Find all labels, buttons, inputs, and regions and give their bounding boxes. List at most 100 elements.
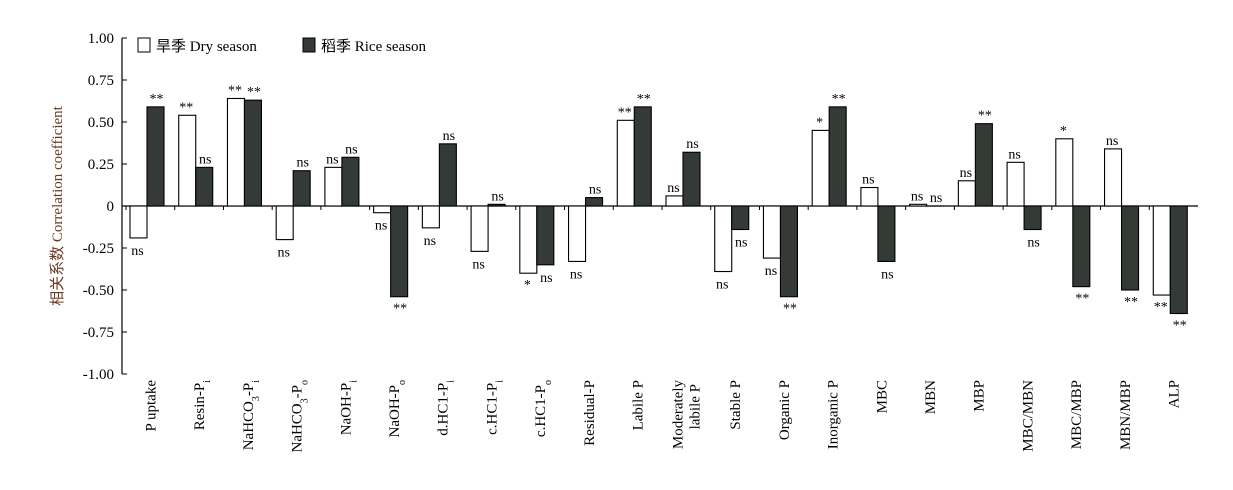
category-main: Residual-P bbox=[582, 380, 598, 446]
significance-label: ns bbox=[1008, 147, 1020, 162]
category-main: MBC bbox=[874, 380, 890, 413]
legend-swatch-rice bbox=[302, 37, 316, 53]
x-category-label: NaOH-Po bbox=[387, 380, 408, 438]
significance-label: ns bbox=[540, 271, 552, 286]
significance-label: ns bbox=[765, 264, 777, 279]
x-category-label: c.HC1-Pi bbox=[484, 380, 505, 435]
y-tick-label: -1.00 bbox=[83, 367, 114, 383]
category-subscript: o bbox=[299, 380, 310, 385]
significance-label: ** bbox=[247, 85, 261, 100]
y-tick-label: 1.00 bbox=[88, 31, 114, 47]
significance-label: ns bbox=[960, 166, 972, 181]
x-category-label: d.HC1-Pi bbox=[436, 380, 457, 436]
significance-label: ** bbox=[393, 302, 407, 317]
legend: 旱季 Dry season 稻季 Rice season bbox=[137, 37, 426, 55]
dry-season-bar bbox=[762, 205, 782, 259]
category-subscript: 3 bbox=[299, 398, 310, 403]
x-category-label-group: MBC/MBP bbox=[1069, 380, 1085, 449]
rice-season-bar bbox=[195, 166, 214, 207]
dry-season-bar bbox=[714, 205, 733, 273]
x-category-label: MBN bbox=[923, 380, 939, 414]
x-category-label-group: MBC bbox=[874, 380, 890, 413]
y-tick-label: -0.50 bbox=[83, 283, 114, 299]
x-category-label: MBC bbox=[874, 380, 890, 413]
significance-label: ns bbox=[375, 219, 387, 234]
rice-season-bar bbox=[828, 106, 847, 207]
rice-season-bar bbox=[536, 205, 555, 266]
x-category-label: Organic P bbox=[777, 380, 793, 440]
x-category-label: c.HC1-Po bbox=[533, 380, 554, 437]
category-subscript: i bbox=[445, 380, 456, 383]
legend-swatch-dry bbox=[137, 37, 151, 53]
category-main: Organic P bbox=[777, 380, 793, 440]
dry-season-bar bbox=[421, 205, 440, 229]
significance-label: ** bbox=[1154, 300, 1168, 315]
dry-season-bar bbox=[616, 119, 635, 207]
dry-season-bar bbox=[373, 205, 392, 214]
significance-label: ** bbox=[228, 83, 242, 98]
category-main: MBP bbox=[972, 380, 988, 412]
x-category-label-group: P uptake bbox=[143, 380, 159, 432]
rice-season-bar bbox=[1072, 205, 1091, 288]
significance-label: * bbox=[524, 278, 531, 293]
x-category-label-group: NaOH-Po bbox=[387, 380, 408, 438]
rice-season-bar bbox=[487, 203, 506, 207]
x-category-label-group: d.HC1-Pi bbox=[436, 380, 457, 436]
significance-label: ns bbox=[131, 244, 143, 259]
significance-label: ns bbox=[491, 189, 503, 204]
category-subscript: i bbox=[202, 380, 213, 383]
category-main: P uptake bbox=[143, 380, 159, 432]
significance-label: ns bbox=[735, 236, 747, 251]
category-main: ALP bbox=[1167, 380, 1183, 408]
category-subscript: 3 bbox=[250, 396, 261, 401]
rice-season-bar bbox=[1023, 205, 1042, 231]
x-category-label-group: NaHCO3-Pi bbox=[241, 380, 262, 451]
significance-label: ** bbox=[1173, 319, 1187, 334]
category-main: NaHCO bbox=[241, 401, 257, 450]
significance-label: ns bbox=[296, 156, 308, 171]
bars bbox=[129, 97, 1188, 315]
significance-label: ** bbox=[783, 302, 797, 317]
significance-label: ns bbox=[570, 267, 582, 282]
rice-season-bar bbox=[584, 197, 604, 207]
x-category-label: MBN/MBP bbox=[1118, 380, 1134, 450]
significance-label: ns bbox=[930, 191, 942, 206]
category-main: NaOH-P bbox=[387, 385, 403, 438]
x-category-label: Resin-Pi bbox=[192, 380, 213, 431]
significance-label: ns bbox=[911, 189, 923, 204]
significance-label: ns bbox=[199, 152, 211, 167]
y-tick-label: 0 bbox=[107, 199, 115, 215]
x-category-label-group: NaHCO3-Po bbox=[290, 380, 311, 453]
significance-label: ns bbox=[424, 234, 436, 249]
x-category-label-group: Organic P bbox=[777, 380, 793, 440]
rice-season-bar bbox=[877, 205, 896, 262]
x-category-label-group: c.HC1-Pi bbox=[484, 380, 505, 435]
x-category-label-group: ALP bbox=[1167, 380, 1183, 408]
dry-season-bar bbox=[226, 97, 246, 207]
rice-season-bar bbox=[731, 205, 750, 231]
rice-season-bar bbox=[682, 151, 701, 207]
significance-label: ** bbox=[1075, 292, 1089, 307]
significance-label: ns bbox=[443, 129, 455, 144]
x-category-label: Inorganic P bbox=[826, 380, 842, 449]
significance-label: ** bbox=[618, 105, 632, 120]
significance-label: ** bbox=[978, 109, 992, 124]
dry-season-bar bbox=[129, 205, 148, 239]
dry-season-bar bbox=[519, 205, 538, 274]
category-subscript: i bbox=[250, 380, 261, 383]
significance-label: ** bbox=[150, 92, 164, 107]
category-main: d.HC1-P bbox=[436, 383, 452, 436]
significance-label: ns bbox=[1106, 134, 1118, 149]
dry-season-bar bbox=[957, 180, 976, 207]
x-category-label-group: MBN bbox=[923, 380, 939, 414]
category-main: NaOH-P bbox=[338, 383, 354, 436]
x-category-label-group: MBP bbox=[972, 380, 988, 412]
x-category-label-group: MBN/MBP bbox=[1118, 380, 1134, 450]
x-category-label: labile P bbox=[687, 384, 703, 429]
x-category-label-group: Moderately labile P bbox=[670, 380, 703, 450]
y-tick-label: 0.25 bbox=[88, 157, 114, 173]
category-main: -P bbox=[290, 385, 306, 398]
dry-season-bar bbox=[1055, 138, 1074, 207]
significance-label: ** bbox=[1124, 295, 1138, 310]
